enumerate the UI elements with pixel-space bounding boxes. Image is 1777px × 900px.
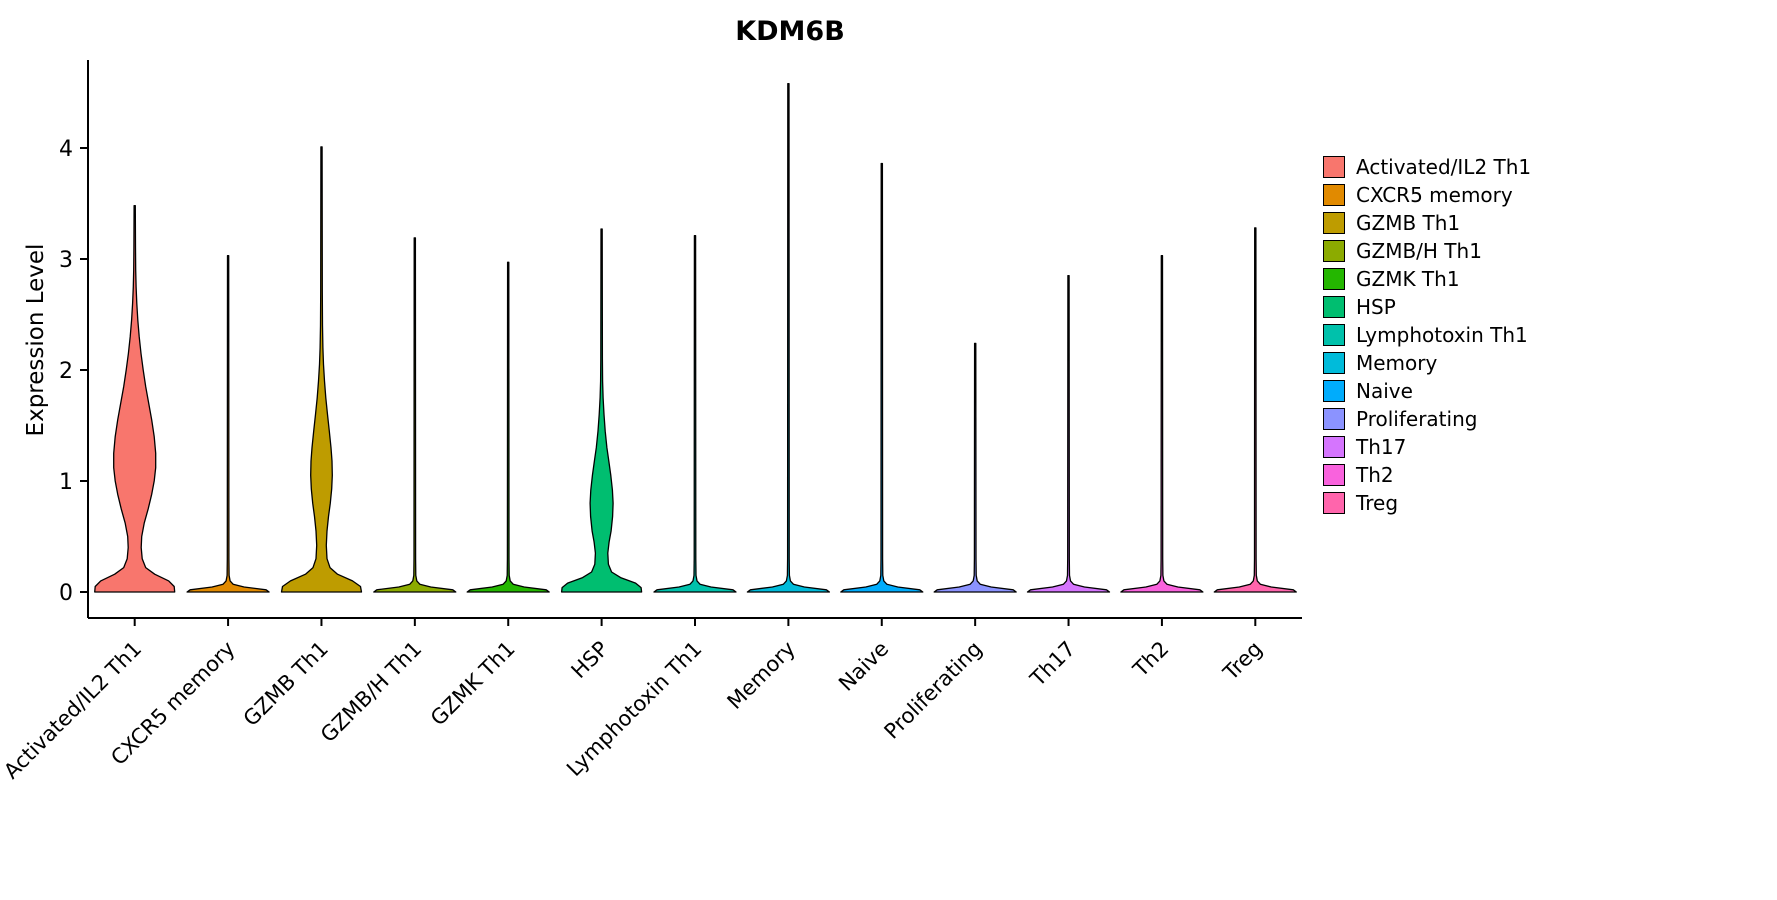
legend-swatch: [1323, 407, 1345, 430]
legend-label: Lymphotoxin Th1: [1356, 322, 1528, 347]
x-tick-label: Naive: [834, 637, 893, 696]
legend-item: Th2: [1323, 462, 1531, 487]
x-tick-label: Th2: [1128, 637, 1174, 683]
y-tick-label: 4: [59, 137, 73, 162]
legend-swatch: [1323, 239, 1345, 262]
y-tick-label: 0: [59, 581, 73, 606]
violin-shape: [746, 82, 831, 593]
legend-label: Naive: [1356, 378, 1413, 403]
violin-shape: [560, 228, 643, 593]
legend-label: Treg: [1356, 490, 1399, 515]
violin-shape: [373, 237, 457, 593]
legend-label: Memory: [1356, 350, 1438, 375]
legend-label: GZMB Th1: [1356, 210, 1461, 235]
legend-item: HSP: [1323, 294, 1531, 319]
violin-shape: [94, 205, 176, 593]
x-tick-label: GZMB Th1: [239, 637, 333, 731]
y-tick-label: 2: [59, 359, 73, 384]
y-tick-label: 3: [59, 248, 73, 273]
legend-label: HSP: [1356, 294, 1396, 319]
violin-shape: [933, 342, 1017, 593]
legend-swatch: [1323, 491, 1345, 514]
violin-shape: [186, 255, 270, 593]
legend-swatch: [1323, 211, 1345, 234]
legend-swatch: [1323, 463, 1345, 486]
legend-item: Proliferating: [1323, 406, 1531, 431]
legend-swatch: [1323, 183, 1345, 206]
x-tick-label: Proliferating: [880, 637, 987, 744]
legend-label: Th2: [1356, 462, 1394, 487]
x-tick-label: Th17: [1025, 637, 1080, 692]
legend-label: GZMK Th1: [1356, 266, 1460, 291]
x-tick-label: Memory: [723, 637, 800, 714]
legend-swatch: [1323, 351, 1345, 374]
violin-shape: [1213, 227, 1297, 593]
violin-shape: [466, 261, 550, 593]
violin-shape: [653, 235, 737, 593]
y-tick-label: 1: [59, 470, 73, 495]
legend-label: Proliferating: [1356, 406, 1478, 431]
x-tick-label: Treg: [1218, 637, 1267, 686]
legend-label: CXCR5 memory: [1356, 182, 1513, 207]
legend-swatch: [1323, 155, 1345, 178]
legend-item: Lymphotoxin Th1: [1323, 322, 1531, 347]
legend-item: Naive: [1323, 378, 1531, 403]
legend-label: Activated/IL2 Th1: [1356, 154, 1532, 179]
legend-item: Memory: [1323, 350, 1531, 375]
legend: Activated/IL2 Th1 CXCR5 memory GZMB Th1 GZM…: [1323, 154, 1532, 515]
violin-shape: [1120, 255, 1204, 593]
legend-swatch: [1323, 323, 1345, 346]
x-tick-label: HSP: [567, 637, 614, 684]
legend-item: CXCR5 memory: [1323, 182, 1531, 207]
chart-title: KDM6B: [735, 16, 845, 47]
legend-swatch: [1323, 435, 1345, 458]
legend-item: Treg: [1323, 490, 1531, 515]
legend-item: GZMK Th1: [1323, 266, 1531, 291]
legend-label: GZMB/H Th1: [1356, 238, 1482, 263]
x-tick-label: GZMK Th1: [426, 637, 520, 731]
legend-item: Activated/IL2 Th1: [1323, 154, 1532, 179]
violin-shape: [840, 162, 924, 593]
legend-item: GZMB/H Th1: [1323, 238, 1531, 263]
legend-swatch: [1323, 295, 1345, 318]
legend-item: GZMB Th1: [1323, 210, 1531, 235]
violin-shape: [280, 146, 363, 593]
legend-swatch: [1323, 379, 1345, 402]
violin-shape: [1026, 274, 1111, 593]
legend-label: Th17: [1356, 434, 1407, 459]
legend-swatch: [1323, 267, 1345, 290]
legend-item: Th17: [1323, 434, 1531, 459]
